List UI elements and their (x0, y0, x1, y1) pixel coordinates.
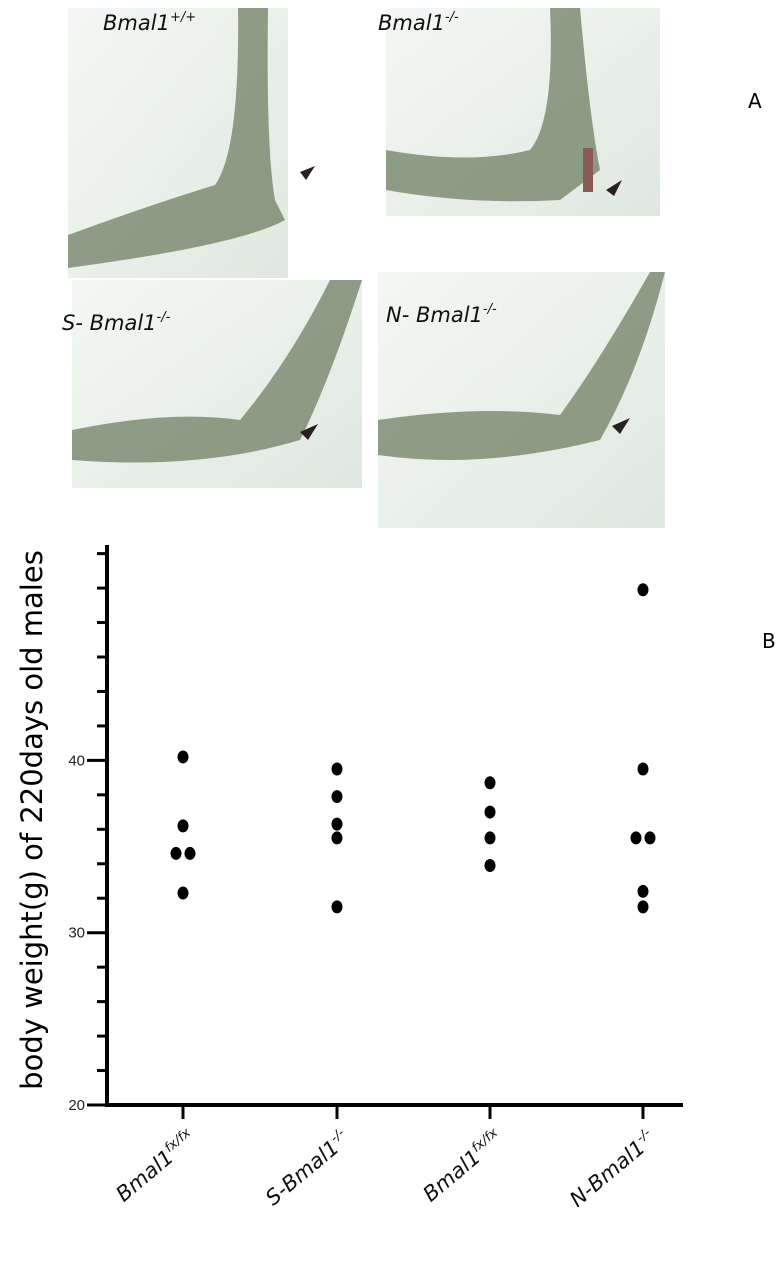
image-label: Bmal1+/+ (103, 10, 196, 35)
x-tick-label-sup: fx/fx (162, 1125, 194, 1155)
data-point (637, 884, 649, 898)
x-tick-label-text: Bmal1 (111, 1145, 178, 1206)
data-point (484, 776, 496, 790)
x-tick-label: Bmal1fx/fx (111, 1125, 201, 1206)
x-tick-label-text: S-Bmal1 (261, 1135, 344, 1210)
data-point (331, 831, 343, 845)
data-point (177, 750, 189, 764)
image-label-sup: -/- (157, 310, 171, 325)
data-point (484, 831, 496, 845)
image-label-text: N- Bmal1 (386, 303, 483, 327)
data-point (170, 846, 182, 860)
panel-label: A (748, 89, 762, 113)
data-point (331, 817, 343, 831)
image-label-text: S- Bmal1 (62, 311, 157, 335)
data-point (331, 900, 343, 914)
photo (378, 272, 665, 528)
data-point (644, 831, 656, 845)
image-label: N- Bmal1-/- (386, 302, 497, 327)
x-tick-label: S-Bmal1-/- (260, 1125, 354, 1210)
data-point (484, 858, 496, 872)
x-tick-label: N-Bmal1-/- (564, 1125, 660, 1211)
data-point (184, 846, 196, 860)
data-point (637, 762, 649, 776)
image-label-sup: +/+ (170, 10, 196, 25)
x-tick-label: Bmal1fx/fx (418, 1125, 508, 1206)
image-label-sup: -/- (483, 302, 497, 317)
data-point (331, 762, 343, 776)
photo (72, 280, 362, 488)
data-point (484, 805, 496, 819)
photo (386, 8, 660, 216)
photo (68, 8, 315, 278)
image-label-sup: -/- (445, 10, 459, 25)
data-point (331, 790, 343, 804)
image-label: S- Bmal1-/- (62, 310, 171, 335)
data-point (177, 886, 189, 900)
y-tick-label: 20 (68, 1097, 85, 1114)
x-tick-label-sup: fx/fx (469, 1125, 501, 1155)
image-label: Bmal1-/- (378, 10, 459, 35)
data-point (177, 819, 189, 833)
data-point (630, 831, 642, 845)
x-tick-label-text: N-Bmal1 (565, 1135, 650, 1211)
y-axis-label: body weight(g) of 220days old males (15, 550, 49, 1090)
image-label-text: Bmal1 (378, 11, 445, 35)
y-tick-label: 40 (68, 752, 85, 769)
panel-label: B (762, 629, 776, 653)
image-label-text: Bmal1 (103, 11, 170, 35)
data-point (637, 583, 649, 597)
data-point (637, 900, 649, 914)
y-tick-label: 30 (68, 925, 85, 942)
x-tick-label-text: Bmal1 (418, 1145, 485, 1206)
